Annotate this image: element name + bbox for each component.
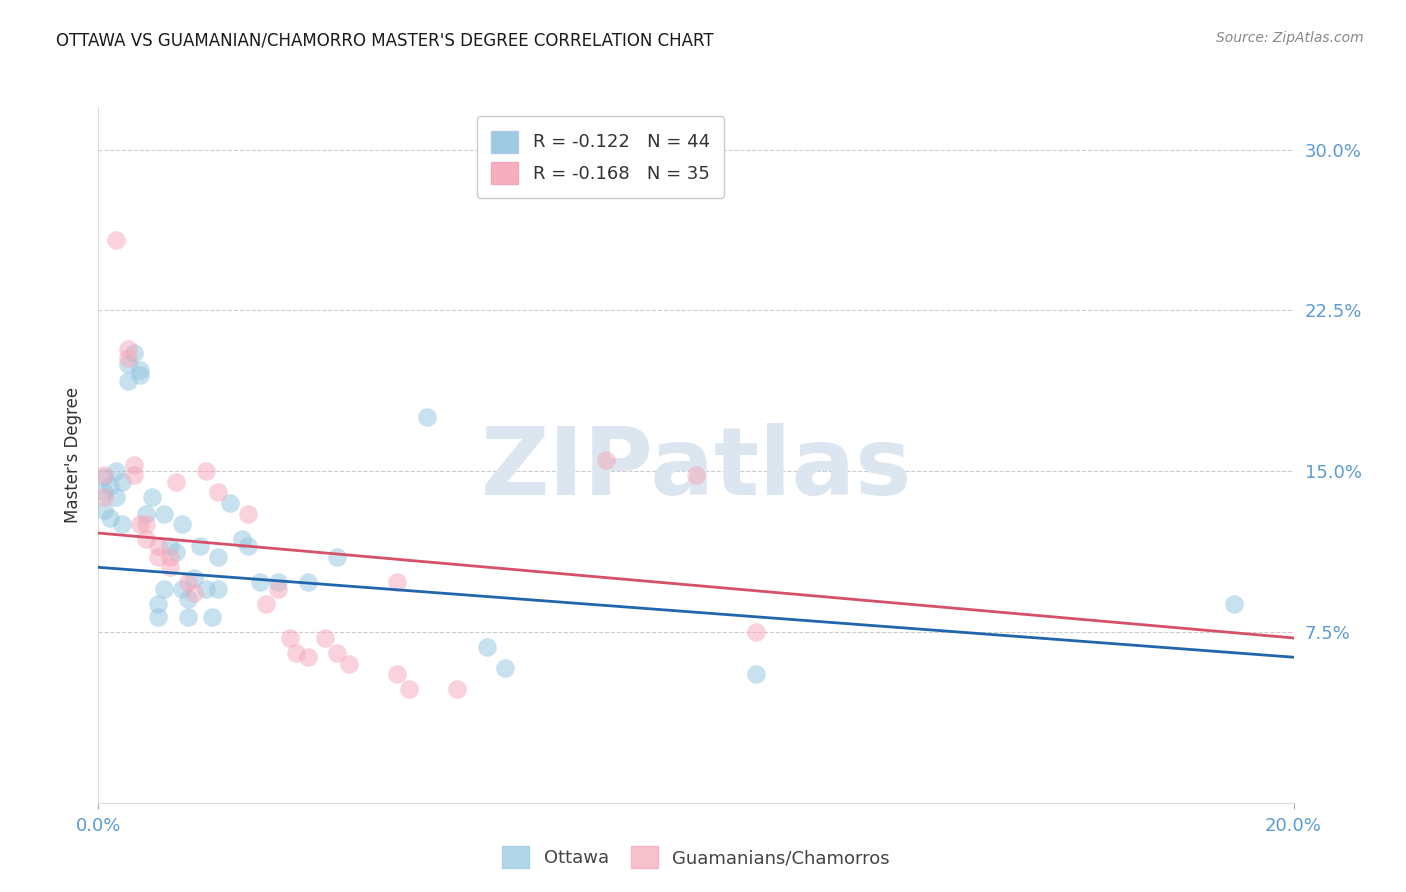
Point	[297, 575, 319, 590]
Point	[100, 479, 122, 493]
Point	[475, 640, 498, 654]
Point	[207, 485, 229, 500]
Point	[685, 468, 707, 483]
Point	[117, 351, 139, 365]
Point	[201, 609, 224, 624]
Point	[148, 539, 170, 553]
Point	[177, 609, 200, 624]
Point	[105, 490, 128, 504]
Point	[111, 517, 134, 532]
Point	[236, 539, 259, 553]
Point	[124, 346, 146, 360]
Point	[172, 517, 194, 532]
Point	[398, 682, 420, 697]
Point	[177, 575, 200, 590]
Point	[148, 597, 170, 611]
Point	[745, 624, 768, 639]
Point	[315, 631, 337, 645]
Point	[207, 582, 229, 596]
Point	[188, 539, 211, 553]
Point	[195, 582, 218, 596]
Y-axis label: Master's Degree: Master's Degree	[65, 387, 83, 523]
Point	[207, 549, 229, 564]
Point	[159, 539, 181, 553]
Point	[93, 485, 115, 500]
Point	[267, 575, 290, 590]
Text: Source: ZipAtlas.com: Source: ZipAtlas.com	[1216, 31, 1364, 45]
Point	[195, 464, 218, 478]
Point	[326, 549, 349, 564]
Point	[183, 586, 205, 600]
Point	[172, 582, 194, 596]
Point	[416, 410, 439, 425]
Point	[231, 533, 253, 547]
Point	[165, 545, 187, 559]
Point	[278, 631, 301, 645]
Point	[148, 609, 170, 624]
Point	[297, 650, 319, 665]
Point	[183, 571, 205, 585]
Point	[117, 374, 139, 388]
Point	[326, 646, 349, 660]
Point	[93, 470, 115, 484]
Point	[595, 453, 617, 467]
Point	[494, 661, 516, 675]
Legend: Ottawa, Guamanians/Chamorros: Ottawa, Guamanians/Chamorros	[494, 838, 898, 877]
Point	[141, 490, 163, 504]
Point	[124, 458, 146, 472]
Point	[148, 549, 170, 564]
Text: OTTAWA VS GUAMANIAN/CHAMORRO MASTER'S DEGREE CORRELATION CHART: OTTAWA VS GUAMANIAN/CHAMORRO MASTER'S DE…	[56, 31, 714, 49]
Point	[177, 592, 200, 607]
Point	[165, 475, 187, 489]
Point	[254, 597, 277, 611]
Point	[117, 357, 139, 371]
Point	[745, 667, 768, 681]
Point	[93, 490, 115, 504]
Point	[1223, 597, 1246, 611]
Point	[135, 517, 157, 532]
Point	[100, 511, 122, 525]
Point	[105, 464, 128, 478]
Point	[153, 507, 176, 521]
Point	[159, 560, 181, 574]
Point	[159, 549, 181, 564]
Text: ZIPatlas: ZIPatlas	[481, 423, 911, 515]
Point	[284, 646, 307, 660]
Point	[385, 667, 409, 681]
Point	[219, 496, 242, 510]
Point	[135, 533, 157, 547]
Point	[446, 682, 468, 697]
Point	[129, 517, 152, 532]
Point	[93, 502, 115, 516]
Point	[267, 582, 290, 596]
Point	[93, 468, 115, 483]
Point	[385, 575, 409, 590]
Point	[249, 575, 271, 590]
Point	[105, 233, 128, 247]
Point	[153, 582, 176, 596]
Point	[339, 657, 360, 671]
Point	[129, 368, 152, 382]
Point	[111, 475, 134, 489]
Point	[135, 507, 157, 521]
Point	[236, 507, 259, 521]
Point	[117, 342, 139, 356]
Point	[129, 363, 152, 377]
Point	[124, 468, 146, 483]
